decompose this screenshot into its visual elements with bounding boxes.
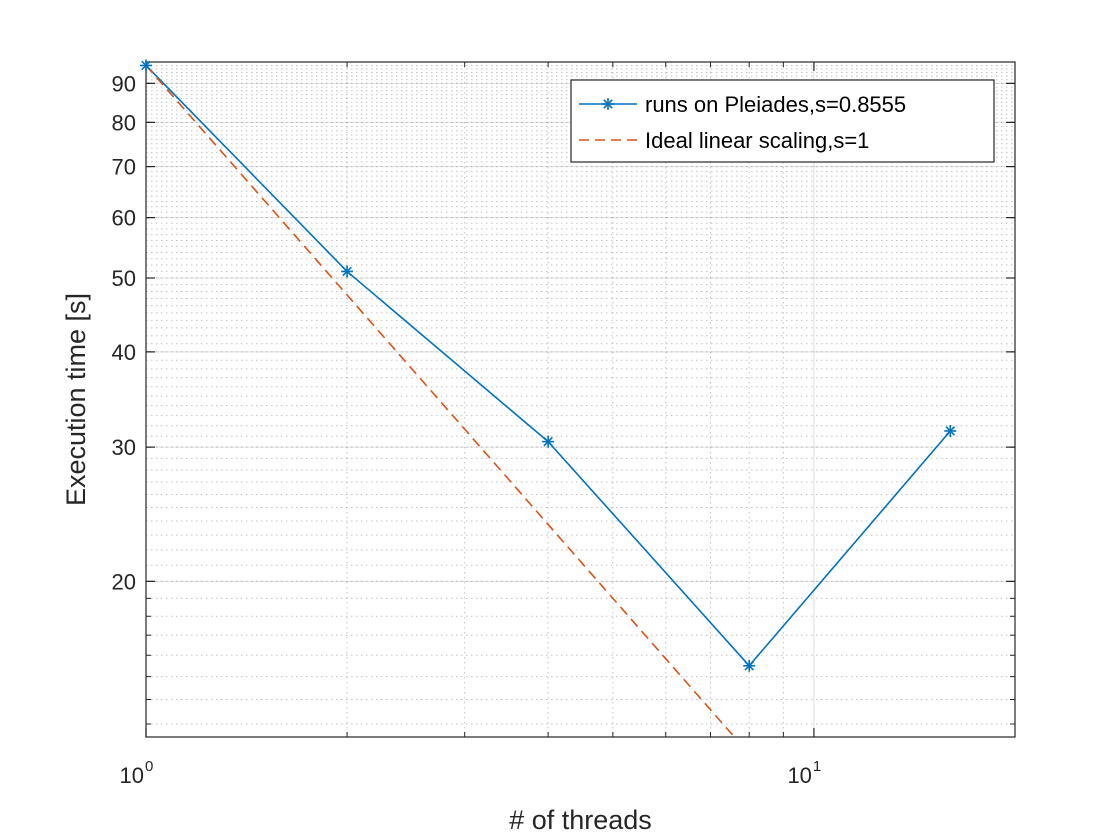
y-tick-label: 70 (112, 155, 136, 180)
legend-asterisk (602, 98, 614, 110)
marker-stroke (603, 99, 613, 109)
y-tick-label: 80 (112, 110, 136, 135)
marker-stroke (945, 426, 956, 436)
major-grid (145, 62, 1015, 737)
x-tick-label-base: 10 (787, 763, 811, 788)
data-point-0-1 (341, 265, 354, 278)
y-tick-label: 40 (112, 340, 136, 365)
series-clip-group (146, 64, 951, 737)
marker-stroke (342, 266, 352, 277)
x-axis-label: # of threads (509, 805, 652, 835)
y-tick-label: 50 (112, 266, 136, 291)
x-tick-labels: 10 0 10 1 (120, 758, 822, 788)
legend-label-ideal: Ideal linear scaling,s=1 (645, 128, 869, 153)
y-tick-label: 20 (112, 569, 136, 594)
axis-ticks (145, 62, 1015, 737)
series-layer (140, 59, 957, 737)
legend-label-pleiades: runs on Pleiades,s=0.8555 (645, 92, 906, 117)
legend-entry-pleiades: runs on Pleiades,s=0.8555 (579, 92, 906, 117)
marker-stroke (744, 660, 755, 671)
legend-box (570, 79, 995, 163)
minor-grid (146, 61, 1015, 737)
legend: runs on Pleiades,s=0.8555 Ideal linear s… (570, 79, 995, 163)
series-line-1 (146, 64, 736, 737)
x-tick-label-exponent: 0 (145, 758, 153, 775)
marker-stroke (543, 436, 553, 447)
y-tick-label: 60 (112, 206, 136, 231)
marker-stroke (141, 60, 151, 71)
y-tick-labels: 20 30 40 50 60 70 80 90 (112, 71, 136, 594)
y-tick-label: 30 (112, 435, 136, 460)
data-point-0-4 (944, 424, 957, 437)
y-tick-label: 90 (112, 71, 136, 96)
data-point-0-2 (542, 435, 555, 448)
x-tick-label-exponent: 1 (813, 758, 821, 775)
x-tick-label-base: 10 (120, 763, 144, 788)
legend-marker-asterisk (602, 98, 614, 110)
data-point-0-0 (140, 59, 152, 72)
y-axis-label: Execution time [s] (61, 293, 91, 506)
legend-entry-ideal: Ideal linear scaling,s=1 (579, 128, 869, 153)
data-point-0-3 (743, 659, 756, 672)
plot-area-frame (145, 61, 1016, 738)
